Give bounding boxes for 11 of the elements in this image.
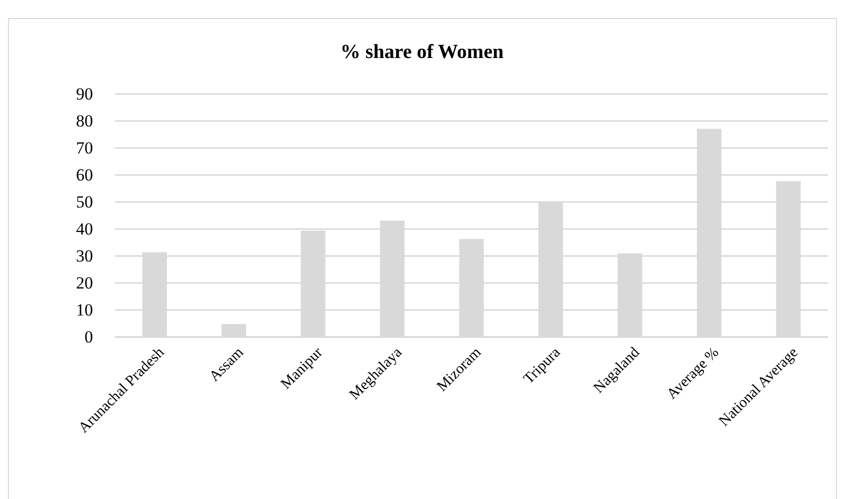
y-tick-label: 80	[76, 111, 93, 130]
chart-title: % share of Women	[340, 41, 504, 63]
y-tick-label: 40	[76, 219, 93, 238]
y-tick-label: 50	[76, 192, 93, 212]
y-tick-label: 70	[76, 138, 93, 158]
y-tick-label: 60	[76, 165, 93, 184]
y-tick-label: 0	[84, 327, 93, 346]
y-tick-label: 10	[76, 300, 93, 320]
y-tick-label: 20	[76, 273, 93, 292]
y-tick-label: 30	[76, 246, 93, 266]
y-tick-label: 90	[76, 84, 93, 104]
